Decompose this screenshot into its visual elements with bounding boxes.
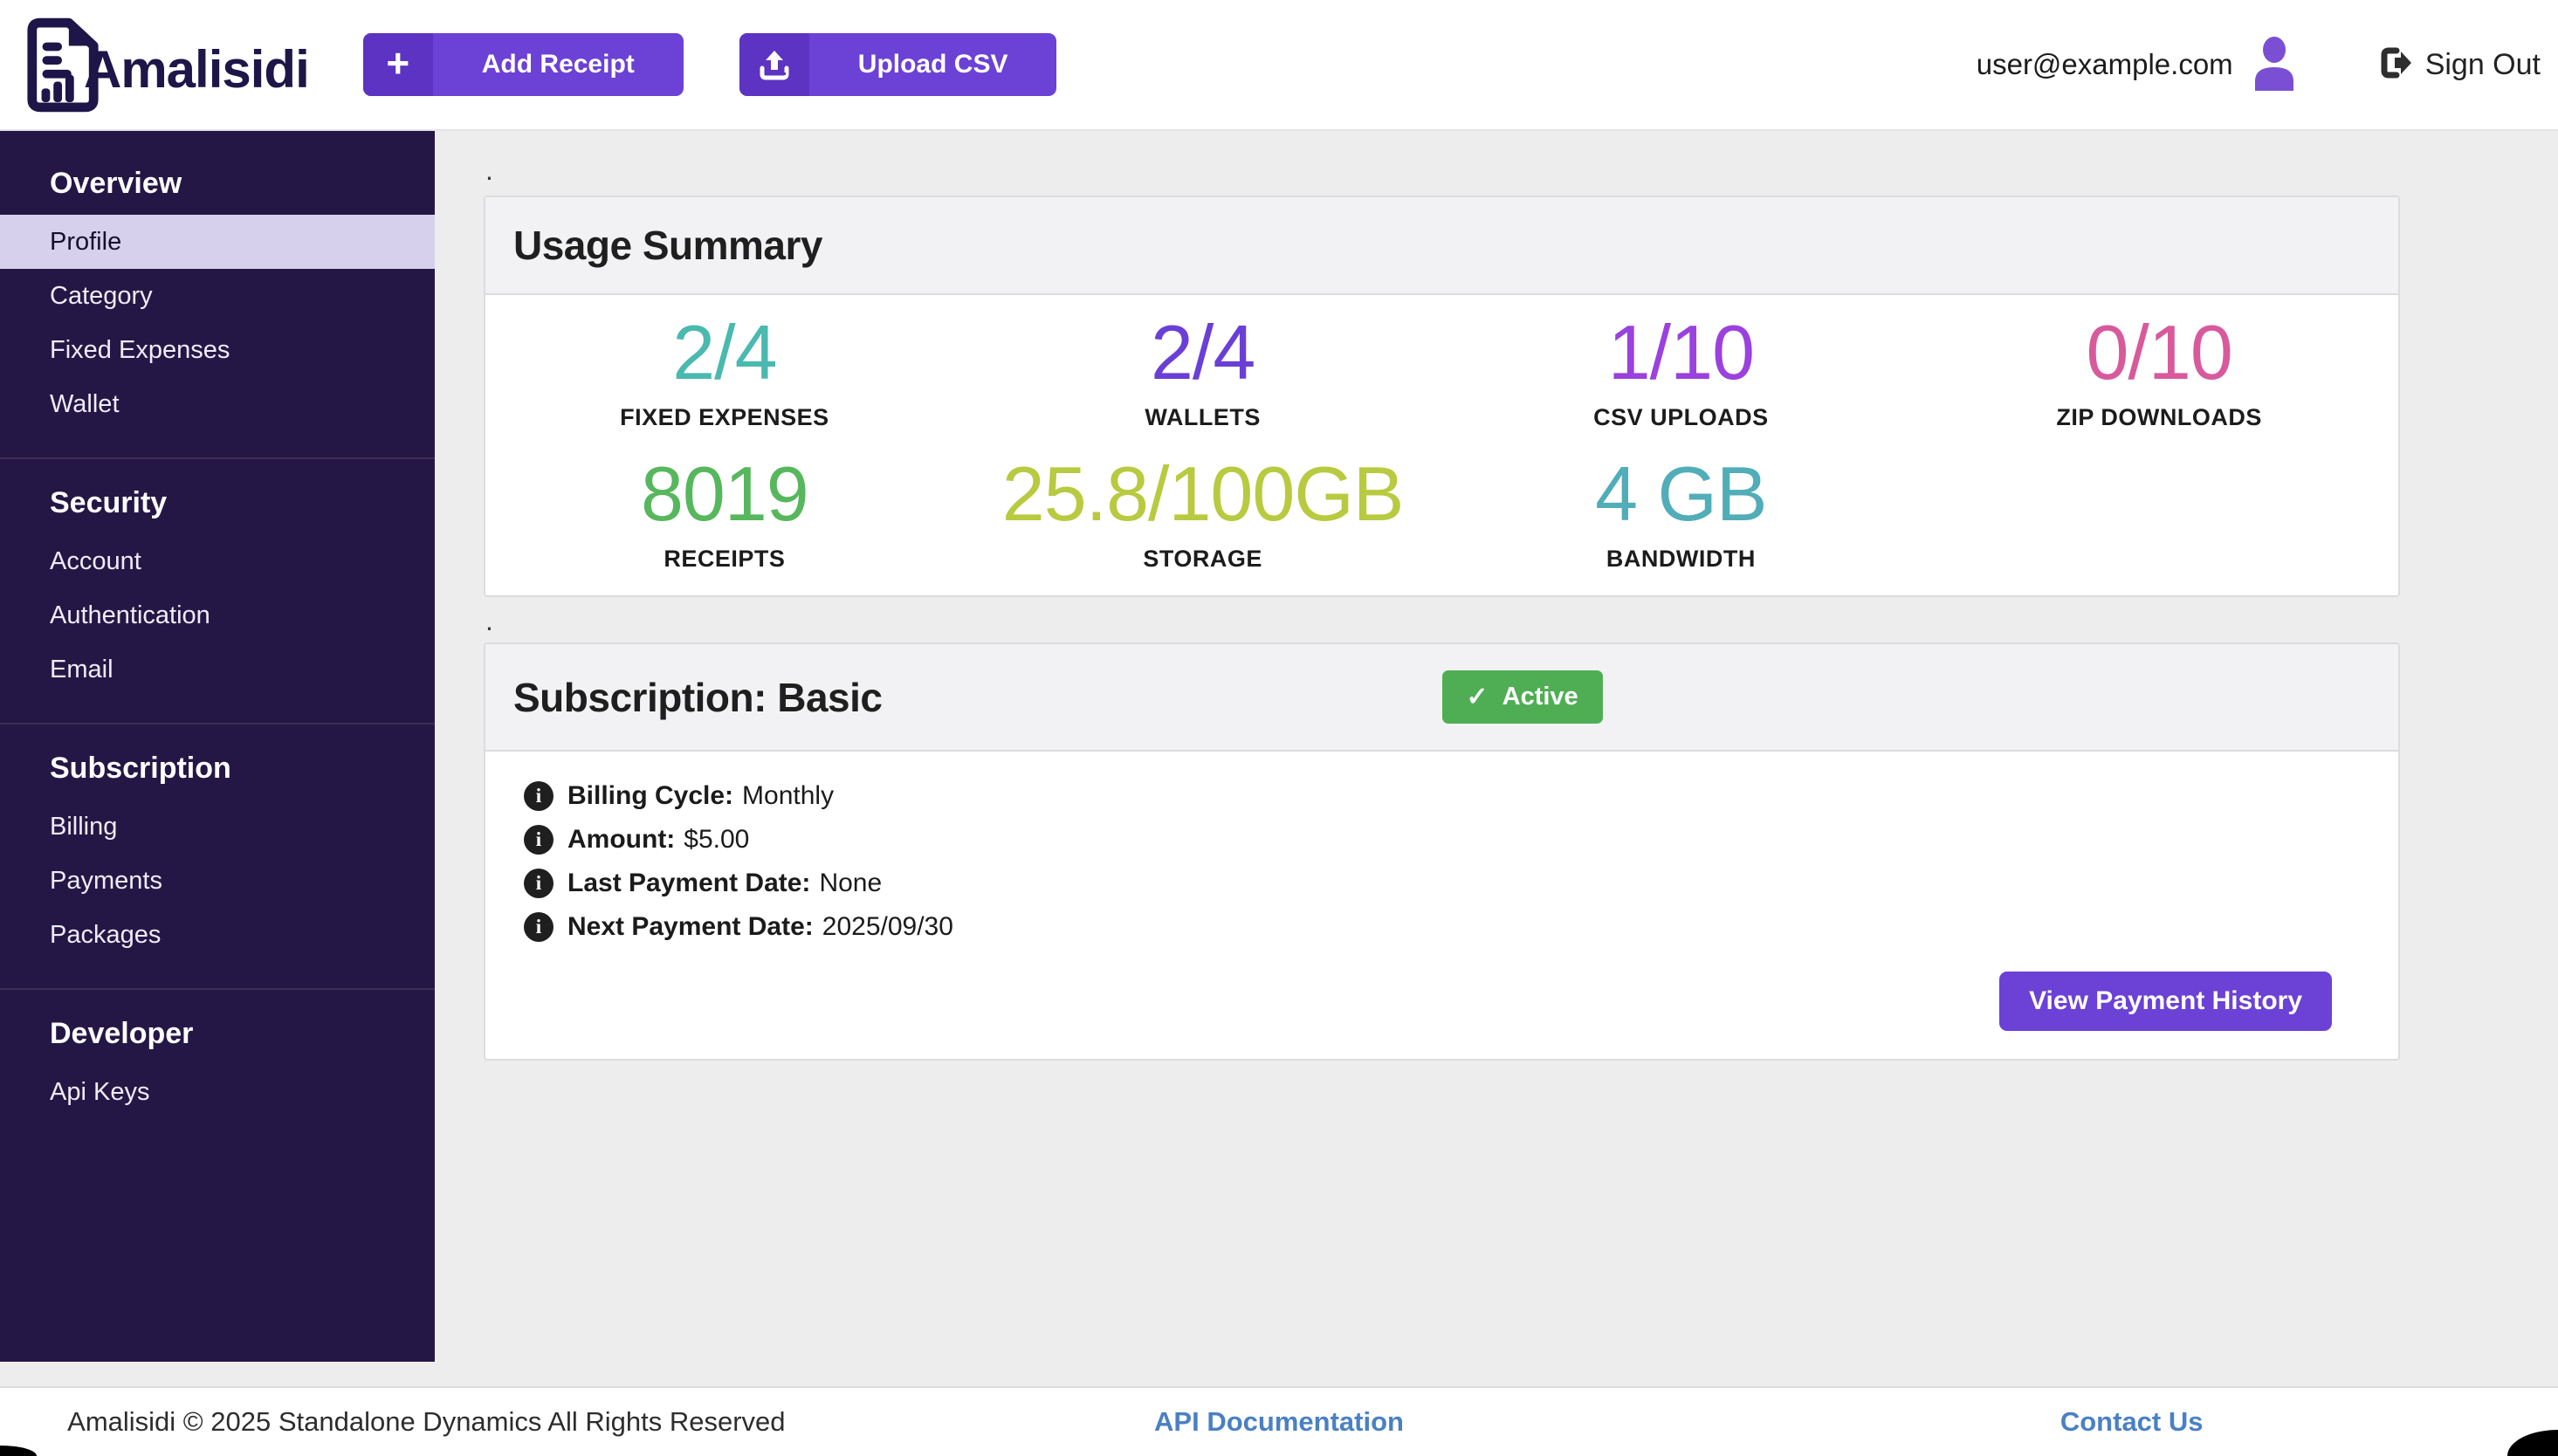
info-icon: i — [524, 825, 554, 855]
detail-amount: i Amount: $5.00 — [524, 818, 2363, 862]
user-avatar-icon[interactable] — [2247, 35, 2301, 95]
stat-bandwidth: 4 GB BANDWIDTH — [1442, 449, 1921, 576]
add-receipt-label: Add Receipt — [433, 33, 684, 96]
plus-icon: + — [363, 33, 433, 96]
sidebar-item-payments[interactable]: Payments — [0, 854, 435, 908]
info-icon: i — [524, 912, 554, 942]
detail-billing-cycle: i Billing Cycle: Monthly — [524, 774, 2363, 818]
sign-out-button[interactable]: Sign Out — [2380, 46, 2541, 84]
stat-zip-downloads: 0/10 ZIP DOWNLOADS — [1920, 307, 2398, 435]
sidebar-section-subscription: Subscription — [0, 737, 435, 800]
sidebar-item-email[interactable]: Email — [0, 642, 435, 697]
usage-summary-title: Usage Summary — [513, 223, 822, 267]
status-label: Active — [1502, 683, 1578, 711]
add-receipt-button[interactable]: + Add Receipt — [363, 33, 684, 96]
page-footer: Amalisidi © 2025 Standalone Dynamics All… — [0, 1386, 2558, 1456]
stray-dot: . — [485, 609, 2558, 632]
subscription-card: Subscription: Basic ✓ Active i Billing C… — [484, 642, 2400, 1061]
upload-icon — [739, 33, 809, 96]
brand-name: Amalisidi — [84, 39, 309, 100]
sidebar-section-developer: Developer — [0, 1002, 435, 1065]
sidebar-item-billing[interactable]: Billing — [0, 800, 435, 854]
info-icon: i — [524, 869, 554, 898]
sidebar-item-category[interactable]: Category — [0, 269, 435, 323]
subscription-title: Subscription: Basic — [513, 676, 1442, 719]
sign-out-label: Sign Out — [2425, 48, 2541, 82]
usage-summary-header: Usage Summary — [485, 197, 2398, 295]
stat-fixed-expenses: 2/4 FIXED EXPENSES — [485, 307, 964, 435]
user-email: user@example.com — [1977, 48, 2233, 81]
stat-storage: 25.8/100GB STORAGE — [964, 449, 1442, 576]
upload-csv-button[interactable]: Upload CSV — [739, 33, 1057, 96]
sidebar-item-wallet[interactable]: Wallet — [0, 377, 435, 431]
sidebar-section-security: Security — [0, 471, 435, 534]
info-icon: i — [524, 781, 554, 811]
sidebar-item-packages[interactable]: Packages — [0, 908, 435, 962]
subscription-details: i Billing Cycle: Monthly i Amount: $5.00… — [485, 752, 2398, 1059]
usage-summary-card: Usage Summary 2/4 FIXED EXPENSES 2/4 WAL… — [484, 196, 2400, 597]
stat-wallets: 2/4 WALLETS — [964, 307, 1442, 435]
contact-us-link[interactable]: Contact Us — [2060, 1406, 2204, 1437]
detail-next-payment: i Next Payment Date: 2025/09/30 — [524, 905, 2363, 949]
sidebar-item-authentication[interactable]: Authentication — [0, 588, 435, 642]
stat-receipts: 8019 RECEIPTS — [485, 449, 964, 576]
usage-stats: 2/4 FIXED EXPENSES 2/4 WALLETS 1/10 CSV … — [485, 295, 2398, 595]
view-payment-history-button[interactable]: View Payment History — [1999, 972, 2332, 1031]
status-badge: ✓ Active — [1442, 670, 1603, 724]
detail-last-payment: i Last Payment Date: None — [524, 862, 2363, 905]
sidebar-item-profile[interactable]: Profile — [0, 215, 435, 269]
brand-logo[interactable]: Amalisidi — [24, 16, 309, 113]
sidebar-item-account[interactable]: Account — [0, 534, 435, 588]
sign-out-icon — [2380, 46, 2413, 84]
sidebar-item-api-keys[interactable]: Api Keys — [0, 1065, 435, 1119]
stray-dot: . — [485, 159, 2558, 182]
check-icon: ✓ — [1467, 684, 1489, 711]
top-navbar: Amalisidi + Add Receipt Upload CSV user@… — [0, 0, 2558, 131]
main-content: . Usage Summary 2/4 FIXED EXPENSES 2/4 W… — [435, 131, 2558, 1061]
sidebar-item-fixed-expenses[interactable]: Fixed Expenses — [0, 323, 435, 377]
copyright-text: Amalisidi © 2025 Standalone Dynamics All… — [0, 1406, 853, 1438]
subscription-header: Subscription: Basic ✓ Active — [485, 644, 2398, 752]
stat-csv-uploads: 1/10 CSV UPLOADS — [1442, 307, 1921, 435]
upload-csv-label: Upload CSV — [809, 33, 1057, 96]
api-documentation-link[interactable]: API Documentation — [1154, 1406, 1404, 1437]
sidebar-section-overview: Overview — [0, 152, 435, 215]
sidebar-nav: Overview Profile Category Fixed Expenses… — [0, 131, 435, 1362]
